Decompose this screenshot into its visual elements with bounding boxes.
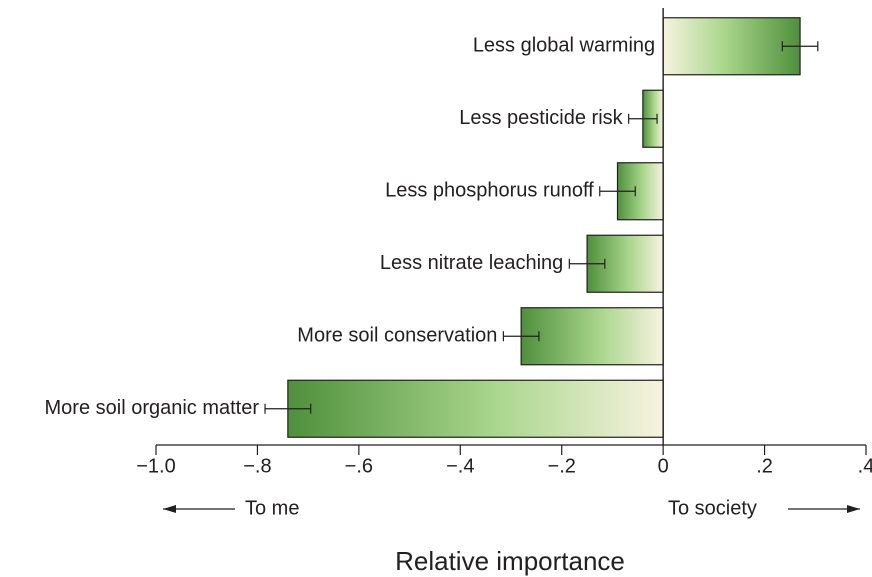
bar: [520, 307, 664, 366]
error-bar: [628, 113, 658, 124]
x-tick-label: .2: [756, 455, 773, 477]
x-tick-label: −.2: [548, 455, 576, 477]
bar: [662, 17, 801, 76]
category-label: Less phosphorus runoff: [385, 180, 594, 202]
arrow-head: [163, 505, 176, 513]
error-bar: [599, 186, 636, 197]
left-annotation: To me: [245, 497, 299, 519]
error-bar: [502, 331, 540, 342]
category-label: More soil conservation: [297, 325, 497, 347]
error-bar: [568, 258, 606, 269]
category-label: Less nitrate leaching: [380, 252, 563, 274]
arrow-head: [847, 505, 860, 513]
x-tick-label: −1.0: [136, 455, 175, 477]
category-label: Less pesticide risk: [459, 107, 623, 129]
bar: [287, 379, 664, 438]
right-annotation: To society: [668, 497, 757, 519]
x-tick-label: −.4: [446, 455, 474, 477]
x-axis-title: Relative importance: [395, 546, 625, 576]
category-label: More soil organic matter: [45, 397, 260, 419]
x-tick-label: −.8: [243, 455, 271, 477]
category-label: Less global warming: [473, 35, 655, 57]
error-bar: [781, 41, 819, 52]
x-tick-label: .4: [858, 455, 872, 477]
x-tick-label: −.6: [345, 455, 373, 477]
x-tick-label: 0: [658, 455, 669, 477]
error-bar: [264, 403, 312, 414]
